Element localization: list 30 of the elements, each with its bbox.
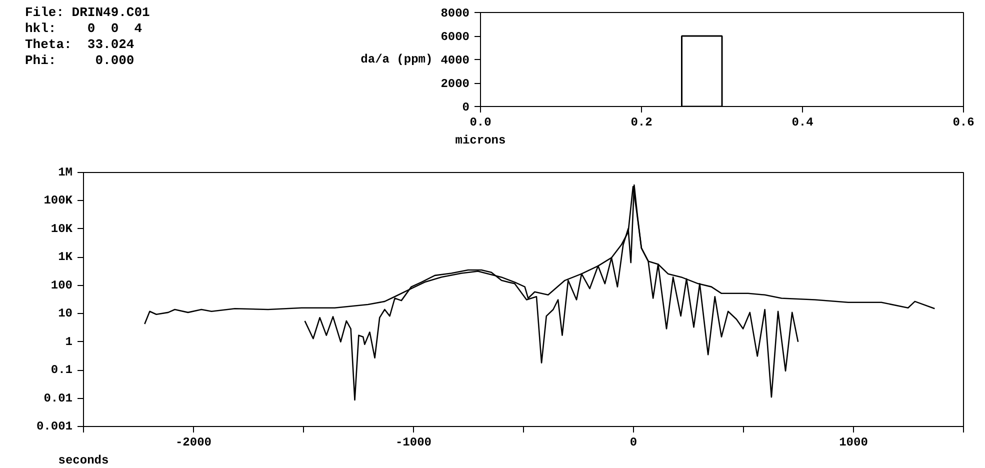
x-tick-label: -1000: [395, 436, 432, 450]
x-tick-label: 0.2: [630, 116, 652, 130]
y-tick-label: 10: [58, 306, 73, 321]
text: Theta: 33.024: [25, 37, 134, 52]
y-tick-label: 6000: [440, 30, 470, 44]
text: hkl: 0 0 4: [25, 21, 142, 36]
y-tick-label: 10K: [50, 222, 74, 236]
y-tick-label: 4000: [440, 54, 470, 68]
y-tick-label: 1M: [58, 166, 73, 180]
x-tick-label: 1000: [839, 436, 868, 450]
x-axis-title: microns: [455, 134, 506, 148]
x-axis-title: seconds: [58, 454, 109, 468]
x-tick-label: 0.6: [952, 116, 974, 130]
text: Phi: 0.000: [25, 53, 134, 68]
y-axis-title: da/a (ppm): [360, 52, 433, 66]
x-tick-label: 0.4: [792, 116, 814, 130]
x-tick-label: 0: [630, 436, 638, 450]
y-tick-label: 8000: [440, 6, 470, 20]
y-tick-label: 2000: [440, 77, 470, 91]
y-tick-label: 0.01: [44, 391, 73, 406]
y-tick-label: 1K: [58, 250, 74, 264]
y-tick-label: 100: [50, 278, 73, 292]
x-tick-label: -2000: [175, 436, 212, 450]
y-tick-label: 0.1: [50, 363, 73, 378]
x-tick-label: 0.0: [470, 116, 492, 130]
y-tick-label: 0.001: [36, 420, 73, 434]
y-tick-label: 1: [65, 334, 72, 349]
text: File: DRIN49.C01: [25, 5, 150, 20]
y-tick-label: 0: [462, 100, 470, 114]
y-tick-label: 100K: [44, 194, 74, 208]
